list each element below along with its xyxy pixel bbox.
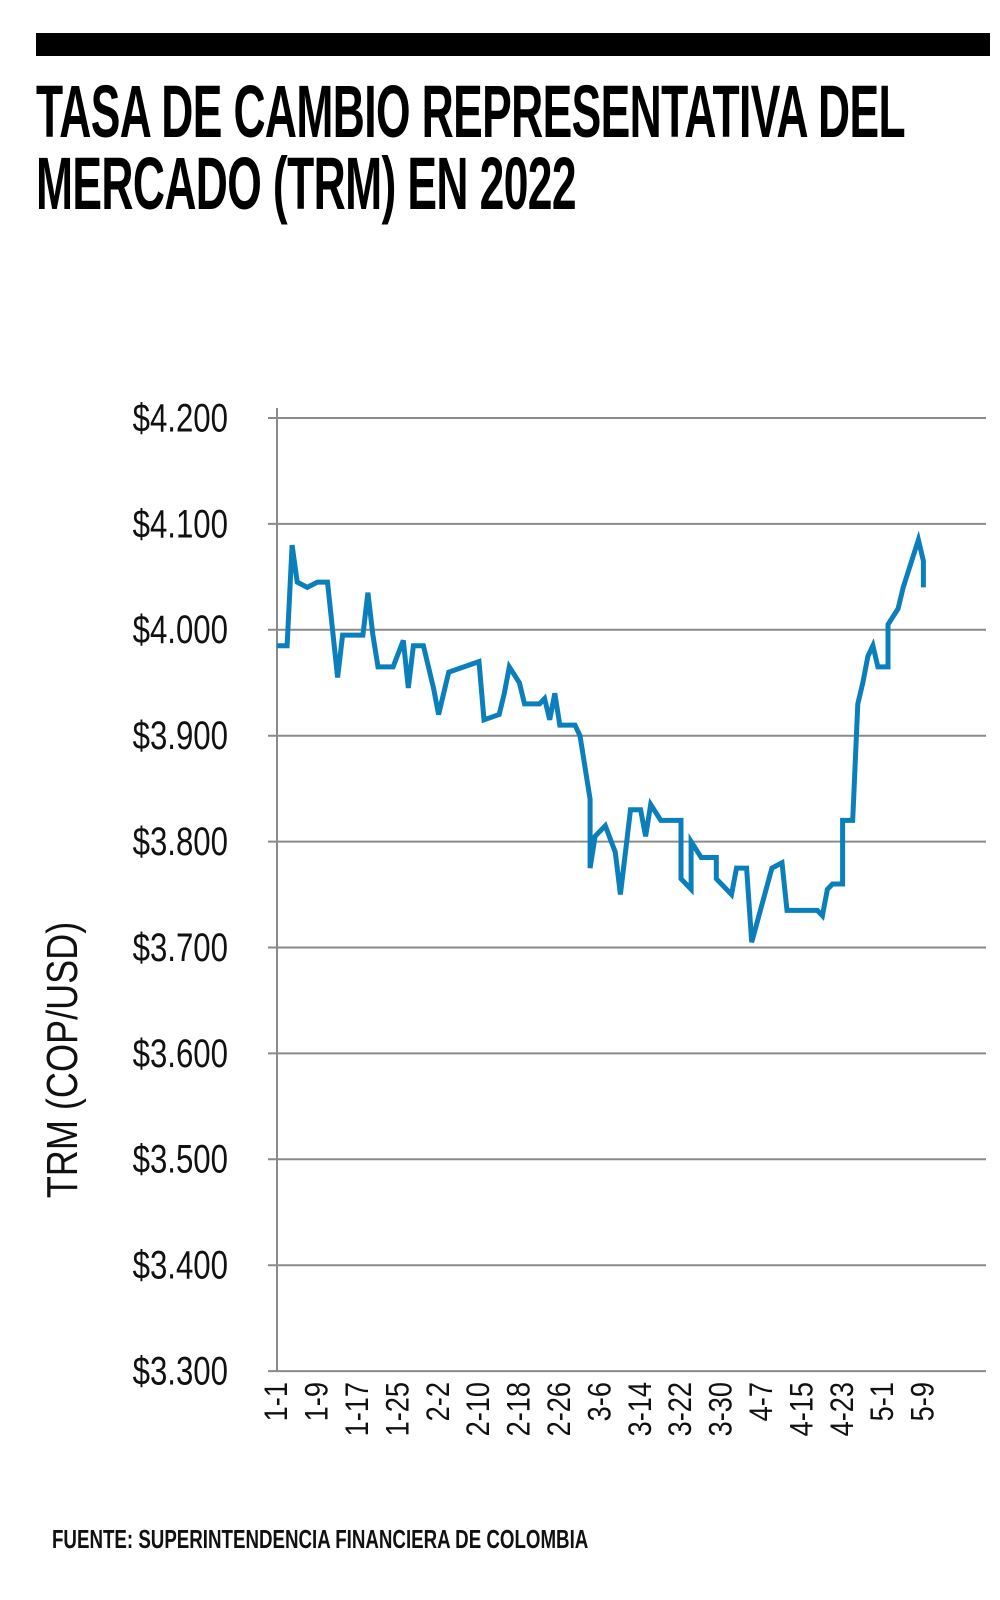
y-tick-label: $3.800 <box>133 819 228 864</box>
x-tick-label: 4-15 <box>784 1382 820 1436</box>
x-tick-label: 3-14 <box>623 1382 659 1436</box>
y-tick-label: $3.300 <box>133 1349 228 1394</box>
y-tick-label: $3.900 <box>133 713 228 758</box>
x-tick-labels: 1-1 1-9 1-17 1-25 2-2 2-10 2-18 2-26 3-6 3-14 3-22… <box>259 1382 941 1436</box>
series-trm <box>276 530 926 943</box>
source-note: FUENTE: SUPERINTENDENCIA FINANCIERA DE C… <box>52 1524 589 1554</box>
chart-title: TASA DE CAMBIO REPRESENTATIVA DEL MERCAD… <box>36 70 936 225</box>
x-tick-label: 1-1 <box>259 1382 295 1421</box>
y-tick-label: $4.200 <box>133 396 228 441</box>
y-tick-label: $3.600 <box>133 1031 228 1076</box>
x-tick-label: 5-9 <box>906 1382 942 1421</box>
gridlines <box>268 417 986 1373</box>
x-tick-label: 3-6 <box>582 1382 618 1421</box>
x-tick-label: 1-17 <box>340 1382 376 1436</box>
x-tick-label: 5-1 <box>865 1382 901 1421</box>
x-tick-label: 2-18 <box>502 1382 538 1436</box>
y-tick-label: $3.700 <box>133 925 228 970</box>
x-tick-label: 2-26 <box>542 1382 578 1436</box>
y-tick-label: $4.000 <box>133 607 228 652</box>
title-line-2: MERCADO (TRM) EN 2022 <box>36 142 577 225</box>
x-tick-label: 3-22 <box>663 1382 699 1436</box>
x-tick-label: 4-7 <box>744 1382 780 1421</box>
y-axis-title: TRM (COP/USD) <box>37 922 86 1198</box>
title-line-1: TASA DE CAMBIO REPRESENTATIVA DEL <box>36 70 906 153</box>
x-tick-label: 1-25 <box>380 1382 416 1436</box>
header-rule <box>36 33 990 56</box>
y-tick-label: $3.500 <box>133 1137 228 1182</box>
y-tick-label: $4.100 <box>133 502 228 547</box>
x-tick-label: 2-10 <box>461 1382 497 1436</box>
trm-line <box>277 530 926 943</box>
x-tick-label: 3-30 <box>704 1382 740 1436</box>
x-tick-label: 2-2 <box>421 1382 457 1421</box>
x-tick-label: 4-23 <box>825 1382 861 1436</box>
x-tick-label: 1-9 <box>300 1382 336 1421</box>
y-tick-labels: $4.200 $4.100 $4.000 $3.900 $3.800 $3.700 $3.6… <box>133 396 228 1394</box>
y-tick-label: $3.400 <box>133 1243 228 1288</box>
